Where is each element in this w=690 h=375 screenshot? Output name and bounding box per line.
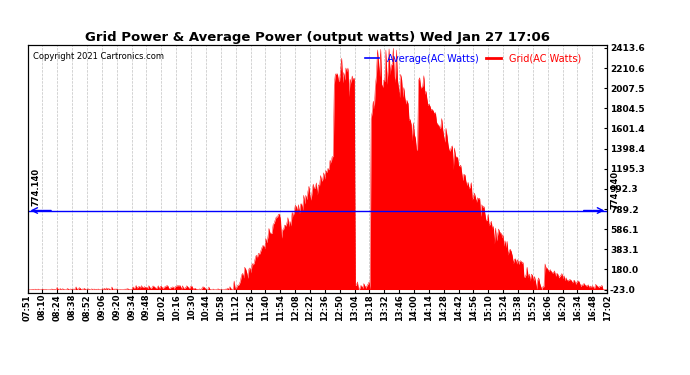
Legend: Average(AC Watts), Grid(AC Watts): Average(AC Watts), Grid(AC Watts)	[361, 50, 585, 68]
Text: 774.140: 774.140	[32, 167, 41, 206]
Title: Grid Power & Average Power (output watts) Wed Jan 27 17:06: Grid Power & Average Power (output watts…	[85, 31, 550, 44]
Text: 774.140: 774.140	[610, 170, 619, 208]
Text: Copyright 2021 Cartronics.com: Copyright 2021 Cartronics.com	[33, 53, 164, 62]
